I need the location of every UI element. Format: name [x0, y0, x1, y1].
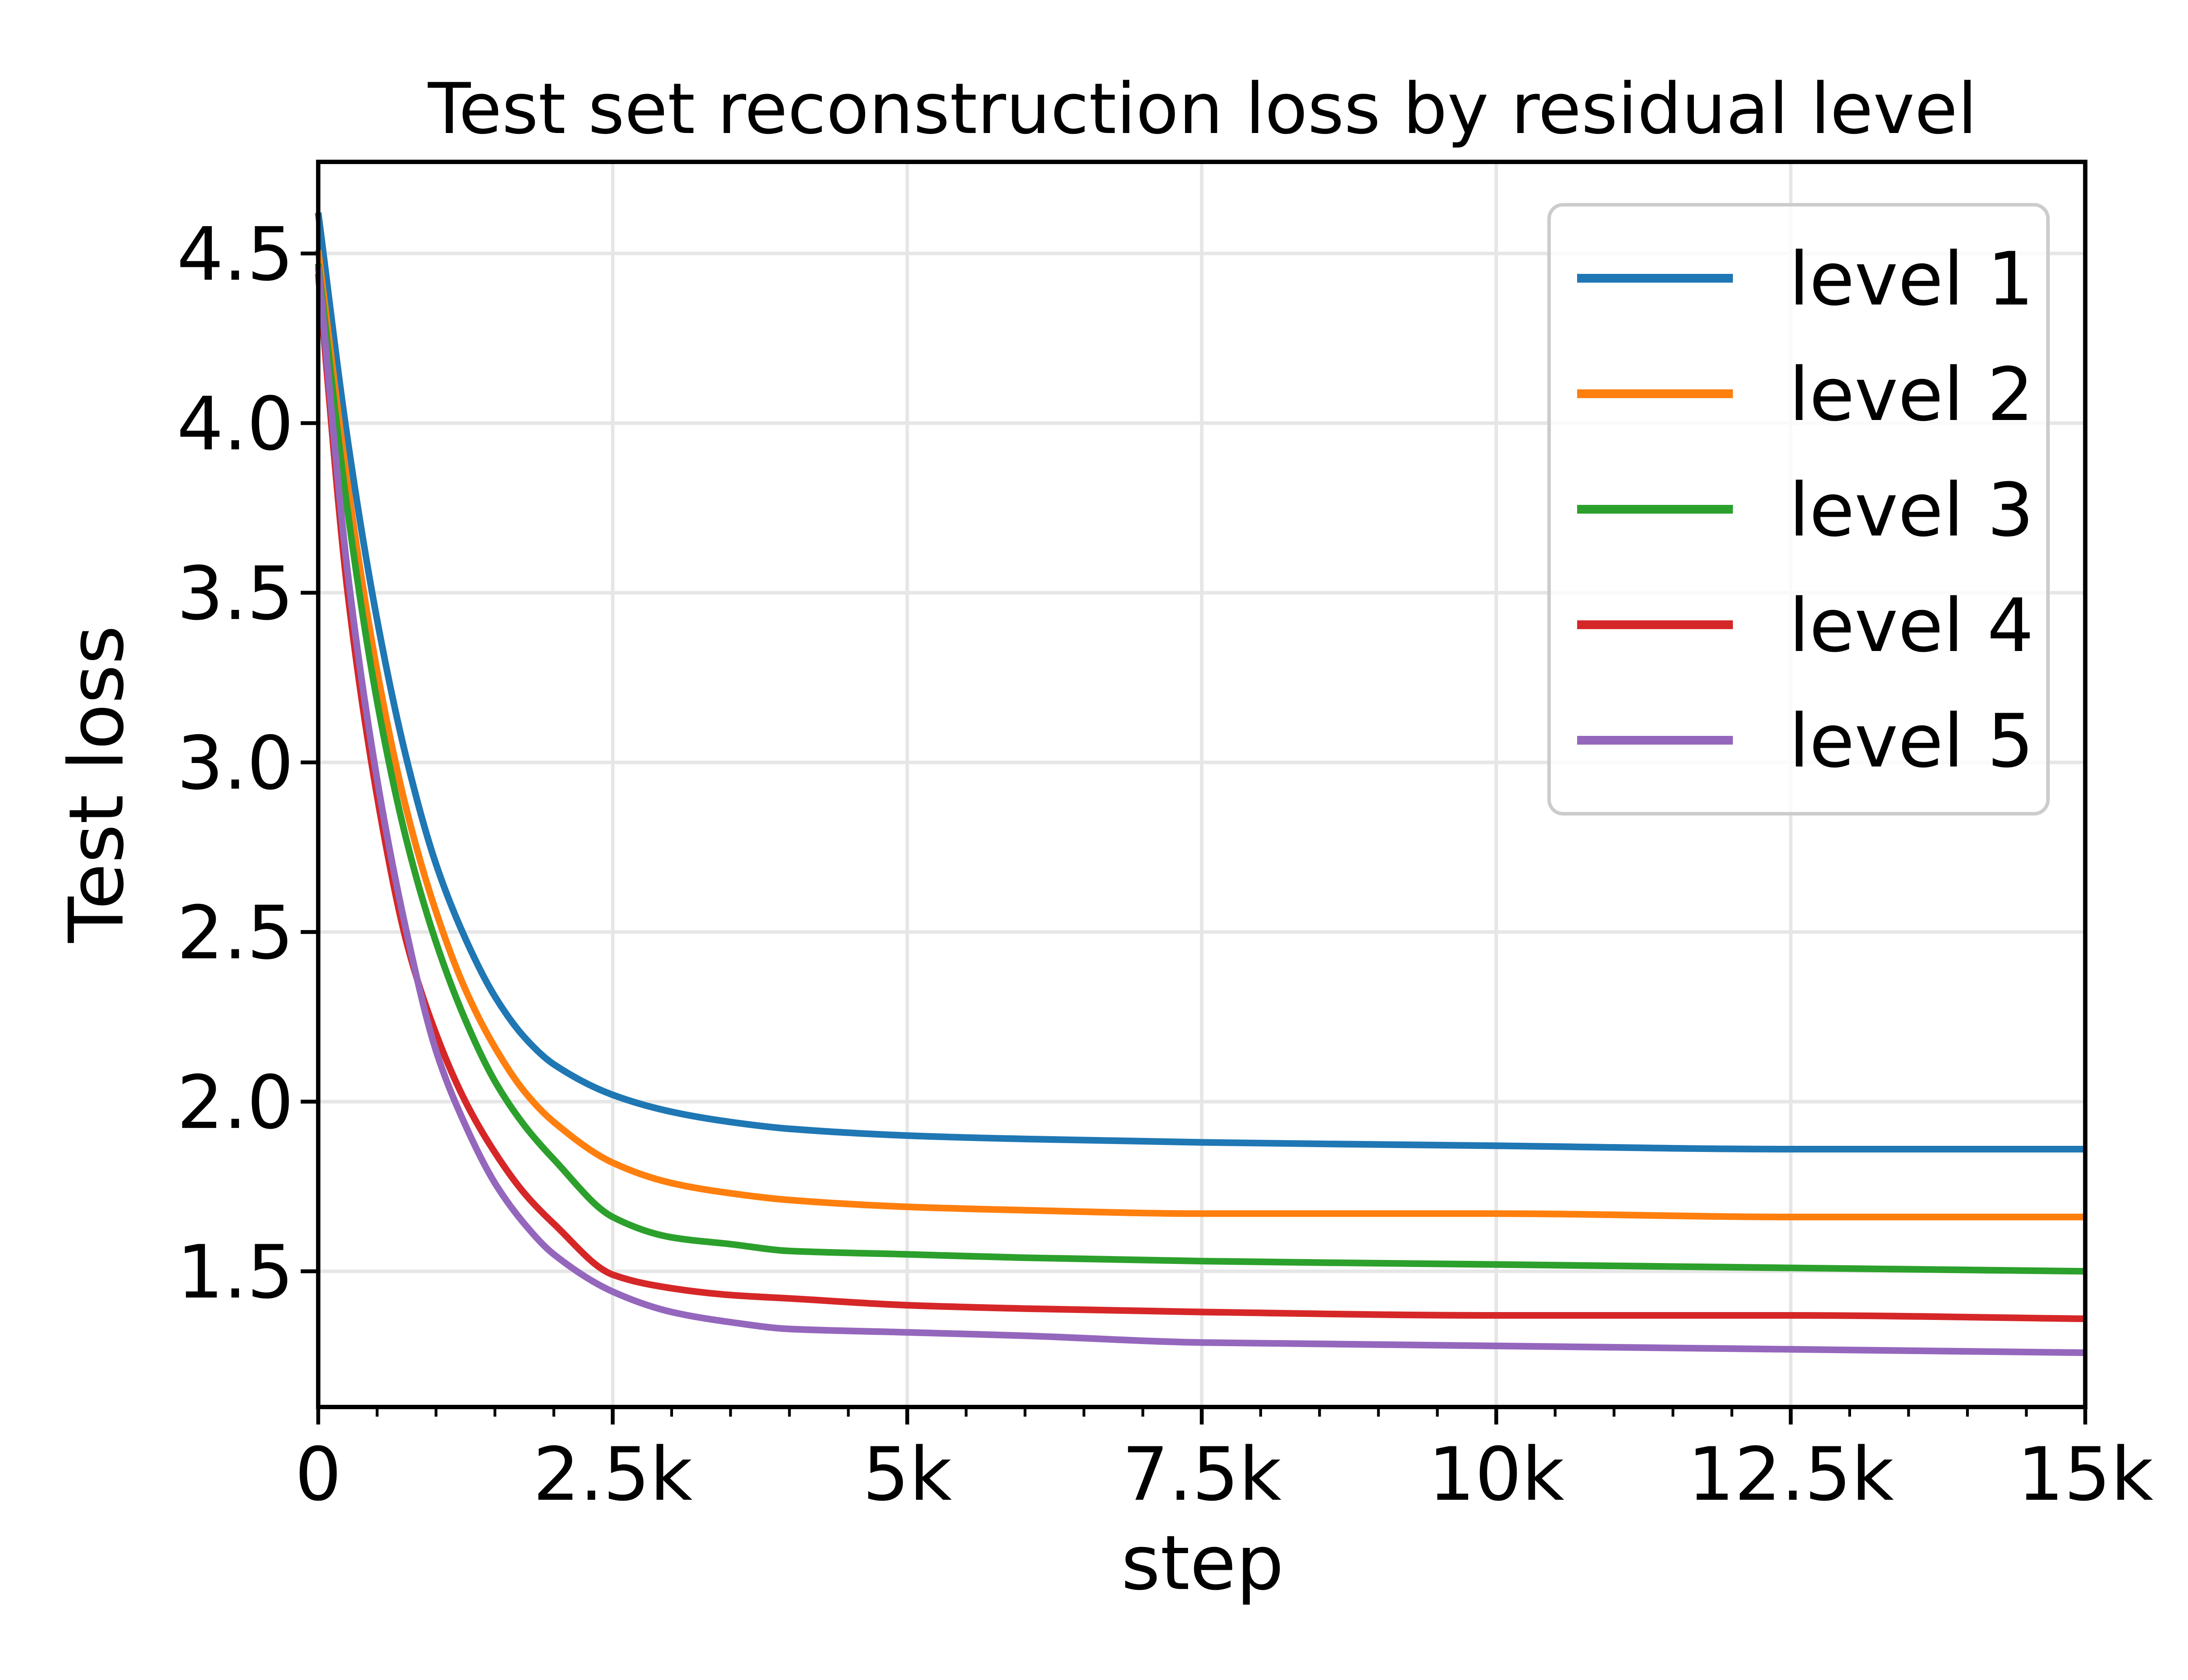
legend-label-level-5: level 5 [1789, 698, 2034, 784]
tick-label-layer: 0 2.5k 5k 7.5k 10k 12.5k 15k 1.5 2.0 2.5 3.0 3.5 4.0… [177, 211, 2153, 1517]
legend-box [1547, 203, 2050, 816]
x-axis-title: step [1121, 1519, 1284, 1607]
chart-title: Test set reconstruction loss by residual… [428, 68, 1977, 150]
y-tick-label: 4.0 [177, 381, 294, 467]
x-tick-label: 7.5k [1122, 1432, 1281, 1517]
legend-label-level-2: level 2 [1789, 352, 2034, 438]
y-axis-title: Test loss [53, 625, 140, 943]
x-tick-label: 15k [2017, 1432, 2153, 1517]
y-tick-label: 4.5 [177, 211, 294, 297]
legend-label-level-1: level 1 [1789, 236, 2034, 322]
legend: level 1 level 2 level 3 level 4 level 5 [1547, 203, 2050, 816]
axes-layer [301, 160, 2088, 1424]
y-tick-label: 1.5 [177, 1229, 294, 1315]
x-tick-label: 10k [1428, 1432, 1564, 1517]
x-tick-label: 12.5k [1688, 1432, 1894, 1517]
series-line-level-2 [315, 249, 2086, 1221]
y-tick-label: 2.5 [177, 890, 294, 976]
y-tick-label: 3.5 [177, 551, 294, 637]
series-line-level-3 [315, 263, 2086, 1275]
x-tick-label: 0 [295, 1432, 342, 1517]
series-layer [315, 212, 2086, 1356]
y-tick-label: 3.0 [177, 721, 294, 806]
x-tick-label: 2.5k [533, 1432, 692, 1517]
y-tick-label: 2.0 [177, 1060, 294, 1145]
legend-label-level-4: level 4 [1789, 583, 2034, 668]
series-line-level-1 [315, 212, 2086, 1153]
x-tick-label: 5k [863, 1432, 952, 1517]
series-line-level-5 [315, 266, 2086, 1356]
legend-label-level-3: level 3 [1789, 467, 2034, 553]
